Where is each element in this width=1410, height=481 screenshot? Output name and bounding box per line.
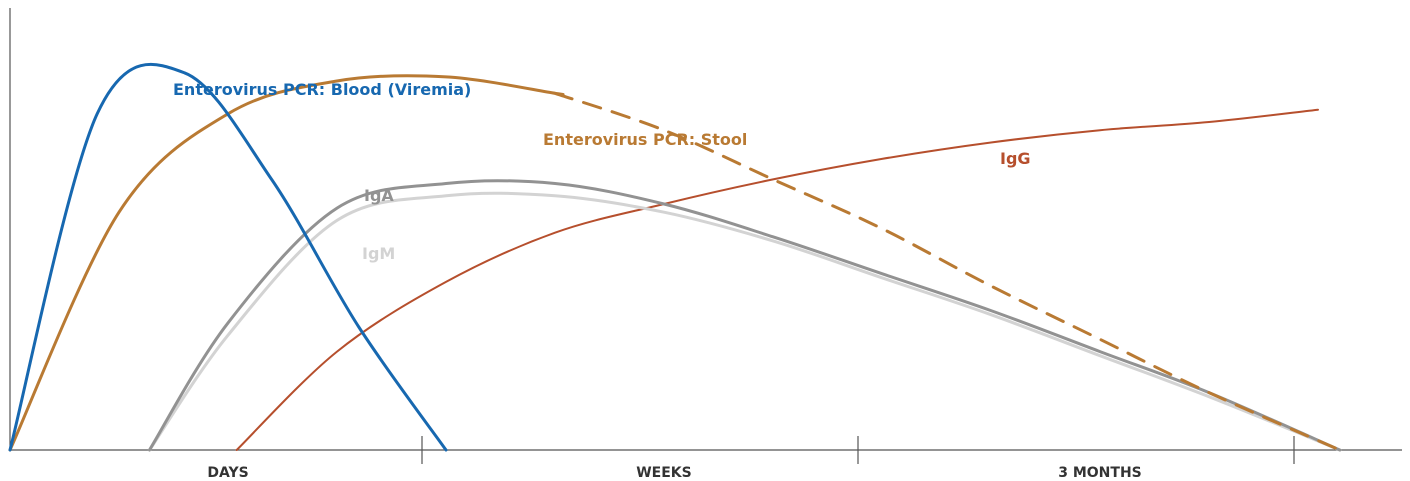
series-line-enterovirus-pcr-blood-viremia — [8, 62, 448, 452]
series-line-enterovirus-pcr-stool — [8, 74, 565, 452]
series-curves — [8, 62, 1342, 452]
label-stool: Enterovirus PCR: Stool — [543, 130, 747, 149]
x-tick-labels: DAYS WEEKS 3 MONTHS — [207, 465, 1141, 481]
series-line-igm — [148, 191, 1342, 452]
x-tick-label: 3 MONTHS — [1058, 465, 1142, 481]
series-line-enterovirus-pcr-stool-dashed — [553, 91, 1342, 452]
x-tick-label: WEEKS — [636, 465, 692, 481]
label-igg: IgG — [1000, 149, 1031, 168]
series-line-igg — [235, 108, 1319, 451]
x-tick-label: DAYS — [207, 465, 248, 481]
series-line-iga — [148, 179, 1342, 452]
label-iga: IgA — [364, 186, 394, 205]
label-viremia: Enterovirus PCR: Blood (Viremia) — [173, 80, 471, 99]
label-igm: IgM — [362, 244, 395, 263]
axes — [9, 8, 1402, 464]
